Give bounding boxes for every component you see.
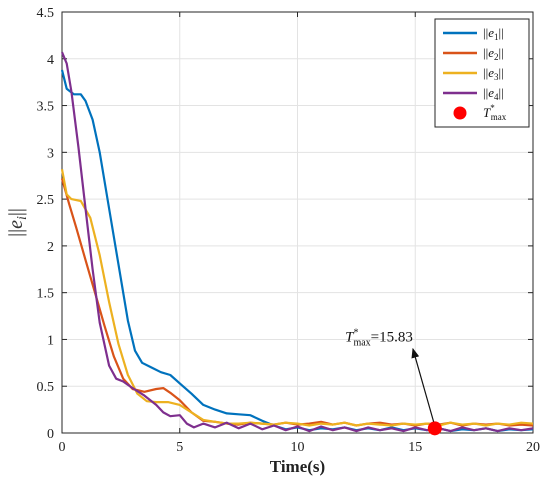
series-line-e3 xyxy=(60,168,534,427)
markers xyxy=(427,421,442,436)
y-tick-label: 1.5 xyxy=(37,287,55,302)
y-tick-label: 0 xyxy=(47,427,54,442)
annotation: T* max=15.83 xyxy=(345,328,435,422)
y-tick-label: 2 xyxy=(47,240,54,255)
series-lines xyxy=(60,51,534,433)
annotation-arrow xyxy=(411,347,435,422)
legend-label-e2: ||e2|| xyxy=(483,45,504,62)
legend-label-e4: ||e4|| xyxy=(483,85,504,102)
y-tick-label: 1 xyxy=(47,333,54,348)
legend: ||e1|| ||e2|| ||e3|| ||e4||T* max xyxy=(434,18,530,128)
legend-label-e3: ||e3|| xyxy=(483,65,504,82)
y-tick-label: 4 xyxy=(47,53,54,68)
x-tick-label: 0 xyxy=(59,440,66,455)
x-tick-label: 20 xyxy=(526,440,540,455)
tmax-marker xyxy=(427,421,442,436)
series-line-e4 xyxy=(60,51,534,433)
y-tick-label: 2.5 xyxy=(37,193,55,208)
legend-label-e1: ||e1|| xyxy=(483,25,504,42)
axes: 0 5 10 15 20 0 0.5 1 1.5 2 2.5 3 3.5 4 4.5 xyxy=(37,6,541,455)
y-tick-label: 3 xyxy=(47,146,54,161)
legend-marker-tmax xyxy=(453,106,467,120)
y-axis-label: ||ei|| xyxy=(5,208,30,237)
legend-label-tmax: T* max xyxy=(483,103,507,122)
annotation-text: T* max=15.83 xyxy=(345,328,413,349)
x-tick-label: 5 xyxy=(176,440,183,455)
x-tick-label: 15 xyxy=(408,440,422,455)
y-tick-label: 4.5 xyxy=(37,6,55,21)
y-tick-label: 3.5 xyxy=(37,100,55,115)
x-tick-label: 10 xyxy=(291,440,305,455)
y-tick-label: 0.5 xyxy=(37,380,55,395)
x-axis-label: Time(s) xyxy=(270,457,325,476)
